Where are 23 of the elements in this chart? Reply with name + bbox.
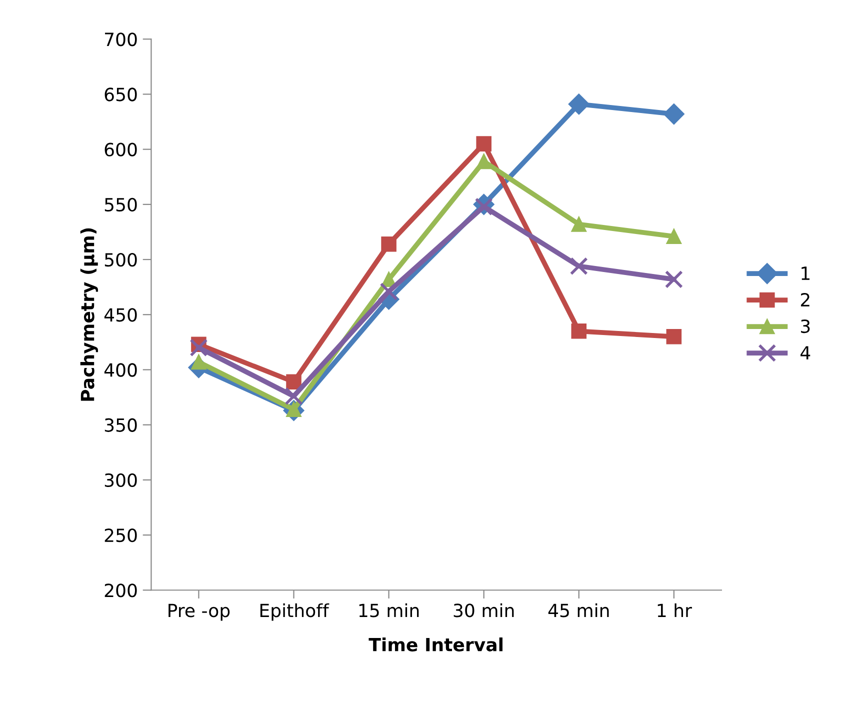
x-tick-label: 15 min [359,603,419,618]
y-tick-label: 350 [104,418,137,432]
x-axis-title: Time Interval [368,637,502,652]
y-axis-title: Pachymetry (µm) [80,228,98,401]
x-tick-label: 30 min [454,603,514,618]
y-tick-label: 600 [104,142,137,156]
y-tick-label: 450 [104,308,137,322]
y-tick-label: 400 [104,363,137,377]
y-tick-label: 650 [104,88,137,102]
legend-label: 1 [802,266,810,280]
y-tick-label: 700 [105,32,137,46]
legend-label: 2 [800,292,810,306]
y-tick-label: 300 [104,473,137,488]
y-tick-label: 500 [104,252,137,267]
x-tick-label: Epithoff [260,603,330,621]
legend-label: 4 [800,346,810,360]
legend-label: 3 [801,319,810,334]
x-tick-label: Pre -op [168,604,230,621]
x-tick-label: 45 min [548,603,609,618]
y-tick-label: 250 [104,528,137,542]
x-tick-label: 1 hr [658,603,692,618]
y-tick-label: 550 [104,198,137,212]
y-tick-label: 200 [104,584,137,598]
